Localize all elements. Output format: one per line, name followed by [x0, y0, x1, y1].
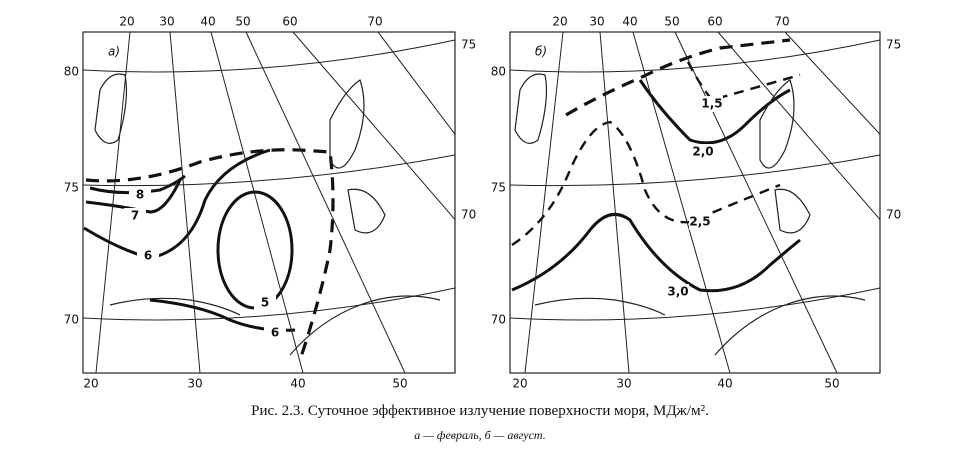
top-lon-label: 50: [664, 15, 679, 29]
left-lat-label: 70: [64, 313, 79, 327]
bottom-lon-label: 30: [187, 377, 202, 391]
meridian: [717, 31, 881, 220]
bottom-lon-label: 50: [392, 377, 407, 391]
contour-label: 6: [144, 249, 152, 263]
top-lon-label: 30: [159, 15, 174, 29]
panel-label: б): [535, 45, 547, 59]
parallel: [82, 154, 456, 187]
meridian: [377, 31, 456, 135]
right-lat-label: 70: [886, 208, 901, 222]
top-lon-label: 70: [367, 15, 382, 29]
contour-label-bg: [129, 187, 151, 203]
top-lon-label: 60: [707, 15, 722, 29]
bottom-lon-label: 50: [824, 377, 839, 391]
map-frame: [82, 31, 456, 374]
contour-label: 3,0: [667, 285, 688, 299]
contour-label-bg: [124, 208, 146, 224]
panel-b-isolines: [511, 38, 866, 356]
parallel: [509, 287, 881, 321]
top-lon-label: 50: [235, 15, 250, 29]
panel-label: а): [108, 45, 120, 59]
contour-label-bg: [689, 214, 711, 230]
contour-label: 6: [271, 326, 279, 340]
bottom-lon-label: 40: [717, 377, 732, 391]
map-frame: [509, 31, 881, 374]
top-lon-label: 20: [552, 15, 567, 29]
maps: а) 20 30 40 50 60 70 20 30 40 50 80 75 70 75 70 8 7 6 5 6 б) 2…: [64, 15, 902, 391]
caption-subtitle: а — февраль, б — август.: [414, 428, 546, 442]
contour-label-bg: [701, 96, 723, 112]
contour-label: 2,0: [692, 145, 713, 159]
top-lon-label: 30: [589, 15, 604, 29]
parallel: [509, 39, 881, 73]
bottom-lon-label: 40: [290, 377, 305, 391]
contour-label-bg: [137, 248, 159, 264]
left-lat-label: 75: [491, 181, 506, 195]
contour-label: 1,5: [701, 97, 722, 111]
contour-label-bg: [692, 144, 714, 160]
top-lon-label: 70: [774, 15, 789, 29]
left-lat-label: 75: [64, 181, 79, 195]
right-lat-label: 75: [461, 38, 476, 52]
left-lat-label: 80: [64, 65, 79, 79]
meridian: [632, 31, 731, 374]
bottom-lon-label: 20: [512, 377, 527, 391]
parallel: [82, 287, 456, 321]
contour-label-bg: [667, 284, 689, 300]
right-lat-label: 70: [461, 208, 476, 222]
parallel: [509, 154, 881, 187]
top-lon-label: 60: [282, 15, 297, 29]
meridian: [169, 31, 201, 374]
meridian: [210, 31, 304, 374]
contour-label: 8: [136, 188, 144, 202]
meridian: [599, 31, 630, 374]
parallel: [82, 39, 456, 73]
left-lat-label: 80: [491, 65, 506, 79]
contour-label: 5: [261, 296, 269, 310]
contour-label-bg: [254, 295, 276, 311]
meridian: [245, 31, 406, 374]
top-lon-label: 20: [119, 15, 134, 29]
meridian: [95, 31, 131, 374]
contour-label: 7: [131, 209, 139, 223]
top-lon-label: 40: [200, 15, 215, 29]
left-lat-label: 70: [491, 313, 506, 327]
meridian: [674, 31, 838, 374]
right-lat-label: 75: [886, 38, 901, 52]
meridian: [784, 31, 881, 135]
contour-label: 2,5: [689, 215, 710, 229]
bottom-lon-label: 20: [83, 377, 98, 391]
meridian: [292, 31, 456, 220]
contour-label-bg: [264, 325, 286, 341]
meridian: [524, 31, 564, 374]
bottom-lon-label: 30: [616, 377, 631, 391]
top-lon-label: 40: [622, 15, 637, 29]
caption-title: Рис. 2.3. Суточное эффективное излучение…: [251, 403, 709, 419]
